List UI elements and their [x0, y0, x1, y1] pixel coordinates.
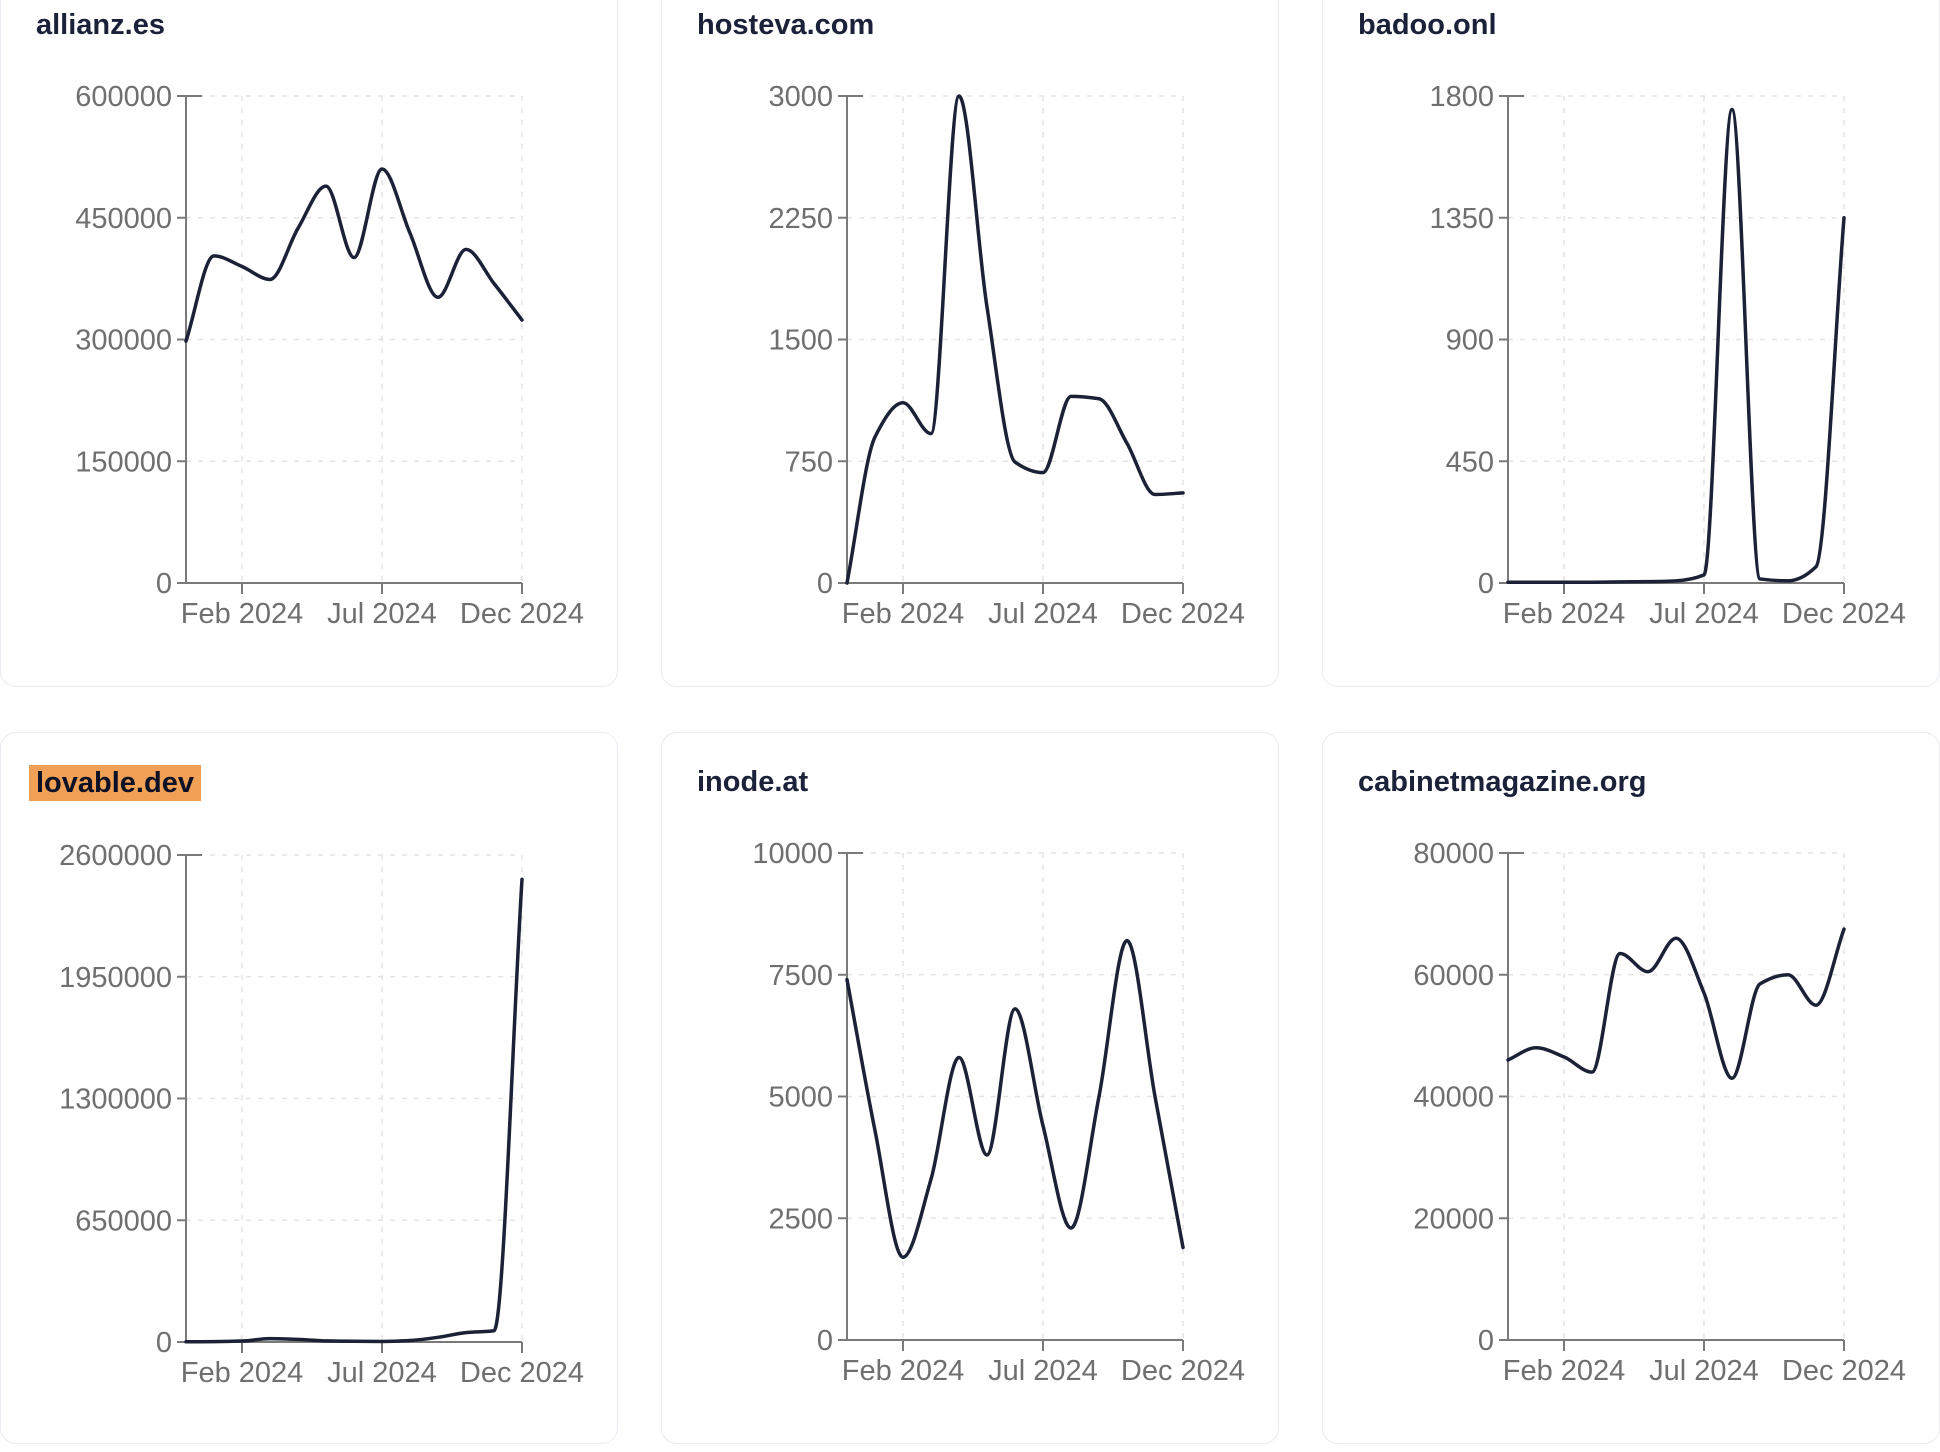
- svg-text:Feb 2024: Feb 2024: [842, 1355, 965, 1387]
- svg-text:Jul 2024: Jul 2024: [327, 598, 437, 630]
- svg-text:450: 450: [1446, 446, 1494, 478]
- svg-text:80000: 80000: [1413, 838, 1494, 870]
- svg-text:Dec 2024: Dec 2024: [1121, 1355, 1245, 1387]
- svg-text:0: 0: [156, 568, 172, 600]
- svg-text:40000: 40000: [1413, 1082, 1494, 1114]
- line-series: [1506, 107, 1846, 584]
- svg-text:Dec 2024: Dec 2024: [1782, 598, 1906, 630]
- svg-text:650000: 650000: [75, 1205, 172, 1237]
- svg-text:1950000: 1950000: [59, 962, 172, 994]
- domain-title[interactable]: cabinetmagazine.org: [1358, 766, 1647, 798]
- domain-chart-card-badoo: badoo.onl 0 450 900 1350 1800 Feb 2024 Jul 202…: [1322, 0, 1940, 687]
- svg-text:10000: 10000: [752, 838, 833, 870]
- svg-text:2600000: 2600000: [59, 840, 172, 872]
- domain-title[interactable]: inode.at: [697, 766, 809, 798]
- svg-text:2500: 2500: [768, 1203, 833, 1235]
- svg-text:Dec 2024: Dec 2024: [1121, 598, 1245, 630]
- domain-title-highlighted[interactable]: lovable.dev: [29, 765, 201, 801]
- domain-title[interactable]: badoo.onl: [1358, 9, 1497, 41]
- svg-text:7500: 7500: [768, 960, 833, 992]
- svg-text:750: 750: [785, 446, 833, 478]
- svg-text:1800: 1800: [1429, 81, 1494, 113]
- svg-text:1350: 1350: [1429, 203, 1494, 235]
- line-series: [845, 94, 1185, 585]
- traffic-line-chart: 0 750 1500 2250 3000 Feb 2024 Jul 2024 Dec 2024: [768, 81, 1245, 630]
- traffic-line-chart: 0 650000 1300000 1950000 2600000 Feb 2024 Jul …: [59, 840, 584, 1389]
- domain-title[interactable]: hosteva.com: [697, 9, 875, 41]
- svg-text:3000: 3000: [768, 81, 833, 113]
- svg-text:5000: 5000: [768, 1082, 833, 1114]
- svg-text:1500: 1500: [768, 325, 833, 357]
- svg-text:Jul 2024: Jul 2024: [988, 1355, 1098, 1387]
- svg-text:Jul 2024: Jul 2024: [1649, 1355, 1759, 1387]
- svg-text:Feb 2024: Feb 2024: [1503, 1355, 1626, 1387]
- svg-text:0: 0: [1478, 1325, 1494, 1357]
- svg-text:20000: 20000: [1413, 1203, 1494, 1235]
- line-series: [845, 938, 1185, 1259]
- domain-chart-card-hosteva: hosteva.com 0 750 1500 2250 3000 Feb 2024 Jul …: [661, 0, 1279, 687]
- svg-text:0: 0: [817, 1325, 833, 1357]
- svg-text:Jul 2024: Jul 2024: [327, 1357, 437, 1389]
- traffic-line-chart: 0 150000 300000 450000 600000 Feb 2024 Jul 202…: [75, 81, 584, 630]
- traffic-line-chart: 0 2500 5000 7500 10000 Feb 2024 Jul 2024 Dec 20…: [752, 838, 1245, 1387]
- line-series: [184, 167, 524, 343]
- svg-text:Dec 2024: Dec 2024: [460, 1357, 584, 1389]
- traffic-line-chart: 0 450 900 1350 1800 Feb 2024 Jul 2024 Dec 2024: [1429, 81, 1906, 630]
- svg-text:1300000: 1300000: [59, 1084, 172, 1116]
- svg-text:0: 0: [817, 568, 833, 600]
- svg-text:150000: 150000: [75, 446, 172, 478]
- svg-text:600000: 600000: [75, 81, 172, 113]
- svg-text:900: 900: [1446, 325, 1494, 357]
- domain-title[interactable]: allianz.es: [36, 9, 165, 41]
- svg-text:450000: 450000: [75, 203, 172, 235]
- svg-text:Feb 2024: Feb 2024: [181, 1357, 304, 1389]
- domain-chart-card-lovable: lovable.dev 0 650000 1300000 1950000 2600000…: [0, 732, 618, 1444]
- traffic-line-chart: 0 20000 40000 60000 80000 Feb 2024 Jul 2024 Dec…: [1413, 838, 1906, 1387]
- svg-text:0: 0: [156, 1327, 172, 1359]
- svg-text:300000: 300000: [75, 325, 172, 357]
- svg-text:Feb 2024: Feb 2024: [181, 598, 304, 630]
- svg-text:Feb 2024: Feb 2024: [1503, 598, 1626, 630]
- svg-text:Jul 2024: Jul 2024: [1649, 598, 1759, 630]
- svg-text:Jul 2024: Jul 2024: [988, 598, 1098, 630]
- svg-text:0: 0: [1478, 568, 1494, 600]
- svg-text:Feb 2024: Feb 2024: [842, 598, 965, 630]
- svg-text:Dec 2024: Dec 2024: [460, 598, 584, 630]
- domain-chart-card-allianz: allianz.es 0 150000 300000 450000 600000 Feb …: [0, 0, 618, 687]
- line-series: [184, 877, 524, 1344]
- svg-text:2250: 2250: [768, 203, 833, 235]
- domain-chart-card-inode: inode.at 0 2500 5000 7500 10000 Feb 2024 Jul 2…: [661, 732, 1279, 1444]
- domain-chart-card-cabinetmagazine: cabinetmagazine.org 0 20000 40000 60000 8000…: [1322, 732, 1940, 1444]
- svg-text:Dec 2024: Dec 2024: [1782, 1355, 1906, 1387]
- svg-text:60000: 60000: [1413, 960, 1494, 992]
- line-series: [1506, 927, 1846, 1080]
